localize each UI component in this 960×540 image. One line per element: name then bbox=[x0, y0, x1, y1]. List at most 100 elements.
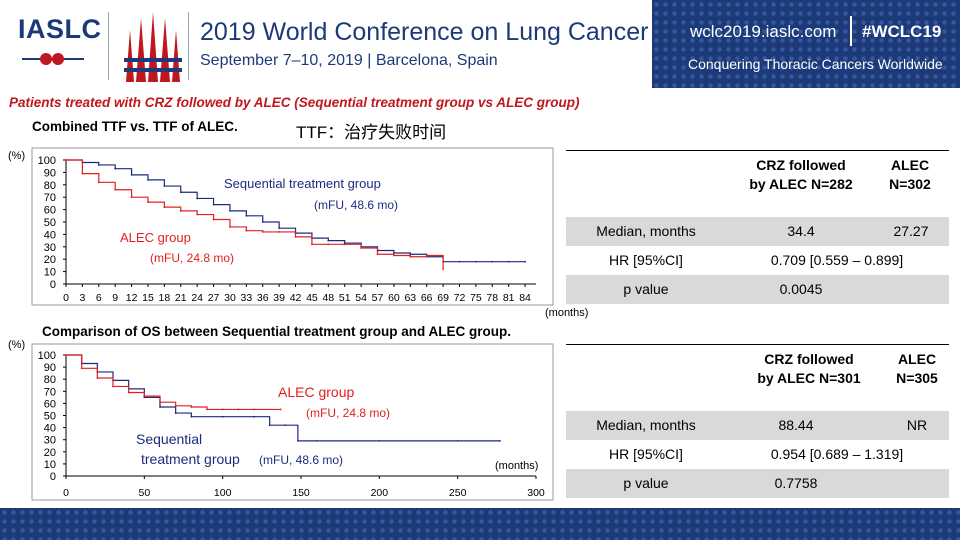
row-label: Median, months bbox=[596, 223, 696, 239]
y-tick-label: 40 bbox=[44, 229, 56, 241]
data-point bbox=[127, 391, 130, 394]
data-point bbox=[163, 206, 166, 209]
y-tick-label: 100 bbox=[38, 350, 56, 362]
data-point bbox=[147, 178, 149, 181]
data-point bbox=[315, 440, 318, 442]
data-point bbox=[442, 260, 444, 263]
sagrada-familia-icon bbox=[124, 12, 182, 82]
x-tick-label: 24 bbox=[191, 292, 203, 304]
y-tick-label: 0 bbox=[50, 471, 56, 483]
y-tick-label: 30 bbox=[44, 435, 56, 447]
y-tick-label: 10 bbox=[44, 459, 56, 471]
data-point bbox=[65, 159, 67, 161]
ttf-note: TTF：治疗失败时间 bbox=[296, 123, 447, 142]
x-tick-label: 150 bbox=[292, 487, 310, 499]
y-tick-label: 60 bbox=[44, 205, 56, 217]
x-unit-label: (months) bbox=[545, 307, 589, 319]
data-point bbox=[409, 253, 412, 256]
col-header-line: N=305 bbox=[896, 370, 938, 386]
cell-value: 88.44 bbox=[778, 417, 814, 433]
data-point bbox=[343, 242, 346, 244]
data-point bbox=[253, 415, 255, 418]
data-point bbox=[393, 252, 395, 254]
data-point bbox=[360, 247, 363, 249]
data-point bbox=[261, 231, 264, 233]
data-point bbox=[442, 268, 444, 271]
data-point bbox=[112, 385, 114, 388]
y-tick-label: 50 bbox=[44, 411, 56, 423]
data-point bbox=[163, 185, 166, 187]
header-divider bbox=[850, 16, 852, 46]
website-link[interactable]: wclc2019.iaslc.com bbox=[690, 22, 837, 41]
x-tick-label: 3 bbox=[79, 292, 85, 304]
chart-frame bbox=[31, 147, 554, 306]
alec-series-line bbox=[66, 159, 444, 270]
x-tick-label: 57 bbox=[372, 292, 384, 304]
x-tick-label: 63 bbox=[404, 292, 416, 304]
row-label: p value bbox=[623, 281, 669, 297]
data-point bbox=[268, 424, 271, 427]
data-point bbox=[378, 440, 381, 442]
data-point bbox=[245, 214, 248, 217]
x-tick-label: 9 bbox=[112, 292, 118, 304]
data-point bbox=[278, 231, 281, 233]
header-divider bbox=[188, 12, 189, 80]
annotation-alec: ALEC group bbox=[120, 230, 191, 245]
data-point bbox=[190, 415, 193, 418]
data-point bbox=[229, 226, 231, 228]
y-unit-label: (%) bbox=[8, 339, 25, 351]
x-tick-label: 72 bbox=[454, 292, 466, 304]
data-point bbox=[174, 412, 177, 414]
y-tick-label: 20 bbox=[44, 254, 56, 266]
data-point bbox=[190, 406, 193, 408]
y-tick-label: 80 bbox=[44, 180, 56, 192]
annotation-sequential-2: treatment group bbox=[141, 451, 240, 467]
table-rule bbox=[566, 150, 949, 151]
data-point bbox=[212, 203, 215, 206]
x-tick-label: 51 bbox=[339, 292, 351, 304]
x-tick-label: 6 bbox=[96, 292, 102, 304]
data-point bbox=[474, 260, 477, 263]
y-tick-label: 60 bbox=[44, 398, 56, 410]
data-point bbox=[143, 395, 146, 398]
data-point bbox=[279, 408, 282, 411]
x-tick-label: 15 bbox=[142, 292, 154, 304]
table-row: p value 0.7758 bbox=[566, 469, 949, 498]
data-point bbox=[376, 249, 379, 252]
data-point bbox=[327, 243, 330, 246]
cell-value: 0.0045 bbox=[779, 281, 823, 297]
data-point bbox=[97, 164, 100, 166]
table-row: Median, months 88.44 NR bbox=[566, 411, 949, 440]
data-point bbox=[237, 408, 240, 411]
x-tick-label: 75 bbox=[470, 292, 482, 304]
col-header-alec: ALEC N=302 bbox=[880, 156, 940, 194]
data-point bbox=[196, 213, 199, 216]
data-point bbox=[179, 209, 182, 212]
data-point bbox=[327, 239, 330, 242]
cell-value: 34.4 bbox=[787, 223, 815, 239]
x-tick-label: 48 bbox=[322, 292, 334, 304]
cell-value: 27.27 bbox=[893, 223, 929, 239]
data-point bbox=[507, 260, 510, 263]
data-point bbox=[311, 243, 313, 246]
x-tick-label: 50 bbox=[138, 487, 150, 499]
annotation-alec-mfu: (mFU, 24.8 mo) bbox=[150, 251, 234, 265]
data-point bbox=[174, 404, 177, 407]
data-point bbox=[425, 255, 428, 258]
data-point bbox=[80, 367, 83, 370]
y-tick-label: 50 bbox=[44, 217, 56, 229]
data-point bbox=[376, 253, 379, 256]
cell-value: 0.954 [0.689 – 1.319] bbox=[770, 446, 904, 462]
cell-value: NR bbox=[906, 417, 928, 433]
annotation-sequential: Sequential treatment group bbox=[224, 176, 381, 191]
row-label: Median, months bbox=[596, 417, 696, 433]
data-point bbox=[229, 209, 231, 212]
col-header-line: CRZ followed bbox=[764, 351, 854, 367]
data-point bbox=[221, 408, 224, 411]
y-tick-label: 70 bbox=[44, 386, 56, 398]
x-tick-label: 12 bbox=[126, 292, 138, 304]
x-tick-label: 78 bbox=[486, 292, 498, 304]
table-row: p value 0.0045 bbox=[566, 275, 949, 304]
data-point bbox=[311, 237, 313, 240]
row-label: HR [95%CI] bbox=[609, 446, 683, 462]
